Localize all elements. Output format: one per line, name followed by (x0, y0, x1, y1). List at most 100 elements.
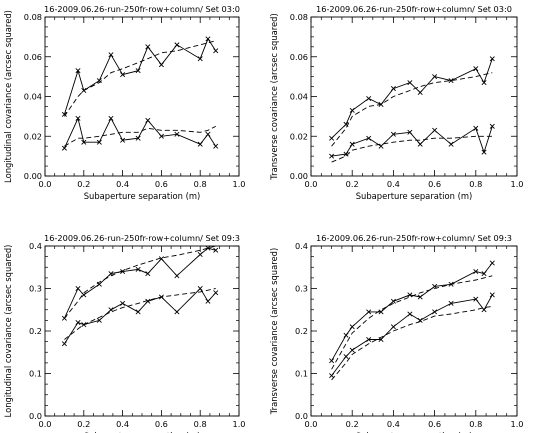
x-axis-label: Subaperture separation (m) (356, 431, 473, 433)
data-point-x-marker (197, 56, 203, 62)
y-tick-label: 0.0 (295, 411, 308, 421)
data-point-x-marker (145, 298, 151, 304)
data-point-x-marker (197, 285, 203, 292)
data-point-x-marker (96, 78, 102, 84)
x-tick-label: 0.0 (304, 179, 317, 189)
data-point-x-marker (432, 74, 438, 80)
x-tick-label: 0.0 (38, 179, 51, 189)
y-axis-label: Transverse covariance (arcsec squared) (269, 248, 279, 415)
x-tick-label: 0.4 (116, 179, 129, 189)
data-point-x-marker (213, 143, 219, 149)
data-point-x-marker (135, 68, 141, 74)
series-line-model (64, 40, 216, 117)
data-point-x-marker (349, 324, 355, 330)
series-line-measured (63, 37, 217, 115)
plot-frame (310, 16, 518, 177)
x-tick-label: 0.8 (194, 179, 207, 189)
data-point-x-marker (448, 78, 454, 84)
y-tick-label: 0.4 (295, 241, 308, 251)
series-line-model (331, 135, 493, 163)
x-tick-label: 1.0 (232, 419, 245, 429)
y-tick-label: 0.2 (295, 326, 308, 336)
data-point-x-marker (329, 153, 335, 159)
data-point-x-marker (96, 139, 102, 145)
data-point-x-marker (158, 133, 164, 139)
series-line-model (64, 125, 216, 147)
data-point-x-marker (417, 294, 423, 300)
x-tick-label: 0.6 (155, 179, 168, 189)
data-point-x-marker (489, 56, 495, 62)
x-tick-label: 0.4 (387, 179, 400, 189)
x-tick-label: 0.6 (155, 419, 168, 429)
data-point-x-marker (120, 268, 126, 275)
data-point-x-marker (81, 292, 87, 298)
series-line-measured (63, 247, 216, 319)
data-point-x-marker (213, 48, 219, 54)
data-point-x-marker (390, 298, 396, 304)
data-point-x-marker (366, 309, 372, 315)
data-point-x-marker (448, 300, 454, 306)
series-line-measured (64, 287, 217, 345)
y-axis-label: Transverse covariance (arcsec squared) (269, 13, 279, 180)
x-tick-label: 0.4 (387, 419, 400, 429)
data-point-x-marker (174, 131, 180, 137)
data-point-x-marker (145, 44, 151, 50)
data-point-x-marker (108, 115, 114, 121)
data-point-x-marker (81, 139, 87, 145)
series-line-model (331, 305, 493, 381)
y-tick-label: 0.1 (29, 369, 42, 379)
data-point-x-marker (205, 131, 211, 137)
data-point-x-marker (174, 42, 180, 48)
data-point-x-marker (489, 260, 495, 266)
chart-title: 16-2009.06.26-run-250fr-row+column/ Set … (316, 233, 512, 243)
x-tick-label: 0.4 (116, 419, 129, 429)
data-point-x-marker (417, 90, 423, 96)
data-point-x-marker (75, 319, 81, 326)
data-point-x-marker (61, 341, 67, 347)
data-point-x-marker (120, 137, 126, 143)
x-tick-label: 0.2 (346, 179, 359, 189)
y-tick-label: 0.3 (295, 284, 308, 294)
data-point-x-marker (432, 127, 438, 133)
y-tick-label: 0.2 (29, 326, 42, 336)
data-point-x-marker (349, 141, 355, 147)
y-tick-label: 0.06 (290, 52, 308, 62)
x-tick-label: 0.6 (428, 179, 441, 189)
data-point-x-marker (329, 135, 335, 141)
y-tick-label: 0.08 (290, 12, 308, 22)
data-point-x-marker (145, 271, 151, 277)
data-point-x-marker (489, 123, 495, 129)
data-point-x-marker (158, 62, 164, 68)
data-point-x-marker (213, 247, 219, 253)
chart-panel-1: 16-2009.06.26-run-250fr-row+column/ Set … (3, 4, 246, 201)
series-line-measured (331, 294, 493, 376)
y-tick-label: 0.02 (290, 131, 308, 141)
data-point-x-marker (205, 298, 211, 304)
data-point-x-marker (61, 145, 67, 151)
x-tick-label: 0.8 (469, 179, 482, 189)
data-point-x-marker (390, 131, 396, 137)
data-point-x-marker (349, 347, 355, 353)
y-tick-label: 0.00 (24, 171, 42, 181)
data-point-x-marker (75, 68, 81, 74)
data-point-x-marker (366, 336, 372, 343)
x-axis-label: Subaperture separation (m) (84, 191, 201, 201)
data-point-x-marker (329, 373, 335, 379)
y-tick-label: 0.0 (29, 411, 42, 421)
data-point-x-marker (448, 141, 454, 147)
data-point-x-marker (407, 80, 413, 86)
data-point-x-marker (145, 117, 151, 123)
series-line-measured (63, 117, 217, 149)
data-point-x-marker (349, 107, 355, 113)
x-tick-label: 0.2 (346, 419, 359, 429)
series-line-model (331, 275, 493, 370)
data-point-x-marker (329, 358, 335, 364)
data-point-x-marker (407, 129, 413, 135)
chart-panel-4: 16-2009.06.26-run-250fr-row+column/ Set … (269, 233, 524, 433)
series-line-model (64, 245, 216, 319)
y-tick-label: 0.3 (29, 284, 42, 294)
data-point-x-marker (481, 149, 487, 155)
data-point-x-marker (75, 115, 81, 121)
series-line-model (64, 288, 216, 340)
data-point-x-marker (489, 292, 495, 298)
